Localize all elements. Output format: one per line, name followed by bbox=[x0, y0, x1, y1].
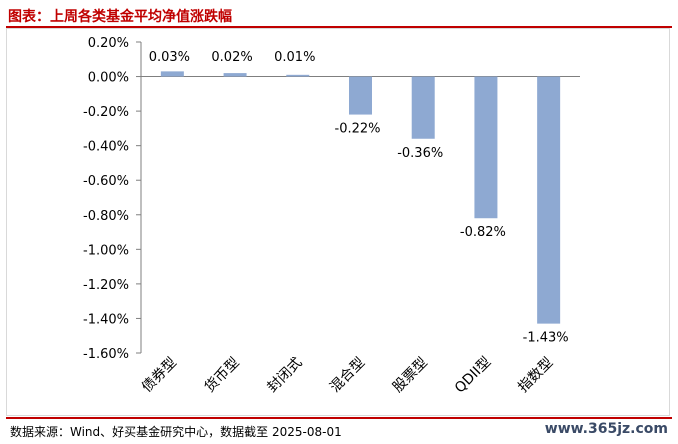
data-label: -0.82% bbox=[460, 225, 506, 240]
category-label: 封闭式 bbox=[264, 355, 305, 396]
category-label: 混合型 bbox=[327, 355, 368, 396]
category-label: QDII型 bbox=[452, 354, 494, 396]
y-tick-label: -0.80% bbox=[83, 209, 129, 224]
y-tick-label: -1.00% bbox=[83, 243, 129, 258]
category-label: 股票型 bbox=[390, 355, 431, 396]
plot-box bbox=[6, 28, 670, 416]
category-label: 货币型 bbox=[201, 354, 243, 396]
bar bbox=[474, 76, 498, 219]
y-tick-label: 0.20% bbox=[88, 36, 129, 51]
y-tick-label: -0.60% bbox=[83, 174, 129, 189]
category-label: 指数型 bbox=[515, 355, 556, 396]
bar bbox=[160, 71, 184, 77]
y-tick-label: -1.20% bbox=[83, 278, 129, 293]
data-label: -0.22% bbox=[335, 122, 381, 137]
y-tick-label: -0.40% bbox=[83, 140, 129, 155]
category-label: 债券型 bbox=[139, 355, 180, 396]
y-tick-label: -0.20% bbox=[83, 105, 129, 120]
bar bbox=[537, 76, 561, 324]
bar bbox=[223, 73, 247, 77]
data-label: -0.36% bbox=[397, 146, 443, 161]
data-label: -1.43% bbox=[523, 331, 569, 346]
data-label: 0.02% bbox=[211, 50, 252, 65]
y-tick-label: -1.60% bbox=[83, 347, 129, 362]
bar bbox=[411, 76, 435, 139]
y-tick-label: 0.00% bbox=[88, 71, 129, 86]
y-tick-label: -1.40% bbox=[83, 312, 129, 327]
bar bbox=[286, 74, 310, 77]
footer-rule bbox=[6, 417, 672, 419]
data-label: 0.03% bbox=[149, 50, 190, 65]
chart-title: 图表：上周各类基金平均净值涨跌幅 bbox=[8, 9, 232, 25]
source-note: 数据来源：Wind、好买基金研究中心，数据截至 2025-08-01 bbox=[10, 425, 342, 439]
title-rule bbox=[6, 26, 672, 28]
bar bbox=[349, 76, 372, 115]
data-label: 0.01% bbox=[274, 50, 315, 65]
site-watermark: www.365jz.com bbox=[544, 421, 668, 437]
